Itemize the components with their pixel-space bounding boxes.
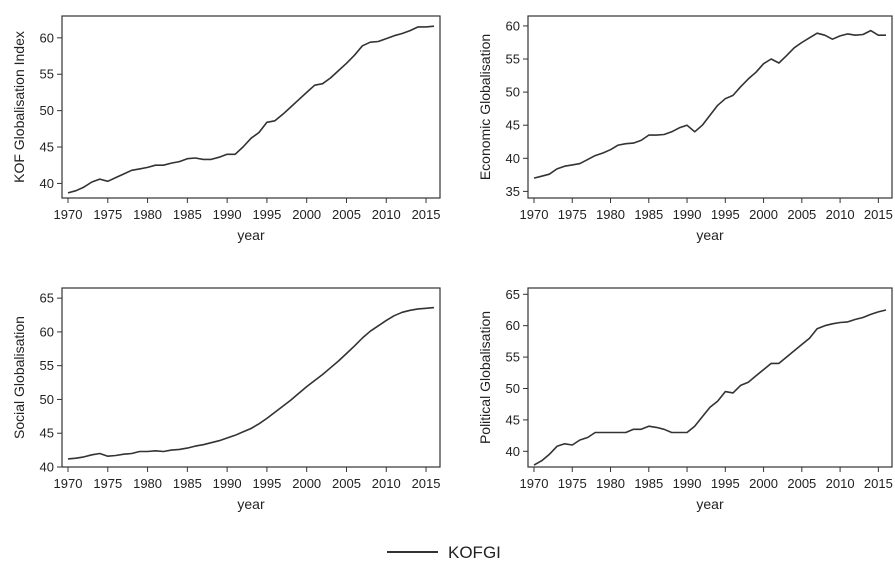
x-tick-label: 2000 <box>749 207 778 222</box>
y-tick-label: 60 <box>506 18 520 33</box>
series-line-kof-index <box>67 25 435 194</box>
x-tick-label: 1980 <box>133 207 162 222</box>
y-tick-label: 55 <box>506 52 520 67</box>
x-tick-label: 2015 <box>864 207 893 222</box>
panel-social: 1970 1975 1980 1985 1990 1995 2000 2005 2010 2015… <box>11 287 441 512</box>
x-tick-label: 2015 <box>864 476 893 491</box>
x-tick-label: 2000 <box>292 207 321 222</box>
x-tick-label: 2005 <box>787 207 816 222</box>
y-tick-label: 50 <box>40 392 54 407</box>
y-tick-label: 35 <box>506 184 520 199</box>
x-tick-label: 1980 <box>133 476 162 491</box>
x-axis-title: year <box>237 227 265 243</box>
x-tick-label: 2000 <box>749 476 778 491</box>
x-tick-label: 2010 <box>372 476 401 491</box>
x-tick-label: 2010 <box>372 207 401 222</box>
plot-frame <box>527 15 893 199</box>
x-tick-label: 1985 <box>634 207 663 222</box>
x-tick-label: 1975 <box>558 207 587 222</box>
x-tick-label: 1970 <box>520 207 549 222</box>
panel-kof-index: 1970 1975 1980 1985 1990 1995 2000 2005 2010 2015… <box>11 15 441 243</box>
series-line-economic <box>533 29 886 179</box>
x-tick-label: 1970 <box>54 476 83 491</box>
x-tick-label: 1975 <box>93 207 122 222</box>
plot-frame <box>61 15 441 199</box>
x-tick-label: 2010 <box>826 476 855 491</box>
x-tick-label: 2005 <box>332 207 361 222</box>
y-axis-title: Political Globalisation <box>477 311 493 444</box>
x-tick-label: 1985 <box>634 476 663 491</box>
x-tick-label: 1975 <box>93 476 122 491</box>
x-tick-label: 1995 <box>711 207 740 222</box>
y-axis-title: Social Globalisation <box>11 316 27 439</box>
y-tick-label: 60 <box>40 324 54 339</box>
x-tick-label: 1990 <box>213 207 242 222</box>
plot-frame <box>527 287 893 468</box>
y-axis-title: KOF Globalisation Index <box>11 31 27 183</box>
legend: KOFGI <box>387 543 501 562</box>
y-tick-label: 55 <box>40 67 54 82</box>
y-tick-label: 50 <box>40 103 54 118</box>
y-tick-label: 45 <box>40 426 54 441</box>
x-axis-title: year <box>696 496 724 512</box>
x-tick-label: 1995 <box>711 476 740 491</box>
x-tick-label: 2010 <box>826 207 855 222</box>
x-tick-label: 1995 <box>252 207 281 222</box>
y-tick-label: 45 <box>506 118 520 133</box>
x-tick-label: 1975 <box>558 476 587 491</box>
x-tick-label: 1995 <box>252 476 281 491</box>
x-tick-label: 2000 <box>292 476 321 491</box>
x-tick-label: 1980 <box>596 476 625 491</box>
y-tick-label: 60 <box>40 30 54 45</box>
x-tick-label: 2015 <box>412 207 441 222</box>
x-tick-label: 1985 <box>173 476 202 491</box>
y-tick-label: 55 <box>40 358 54 373</box>
y-tick-label: 60 <box>506 318 520 333</box>
y-tick-label: 65 <box>506 287 520 302</box>
x-tick-label: 2015 <box>412 476 441 491</box>
series-line-political <box>533 309 887 466</box>
y-tick-label: 50 <box>506 85 520 100</box>
x-axis-title: year <box>696 227 724 243</box>
x-axis-title: year <box>237 496 265 512</box>
panel-political: 1970 1975 1980 1985 1990 1995 2000 2005 2010 2015… <box>477 287 893 512</box>
x-tick-label: 1990 <box>213 476 242 491</box>
y-axis-title: Economic Globalisation <box>477 34 493 180</box>
x-tick-label: 1990 <box>673 476 702 491</box>
y-tick-label: 45 <box>506 412 520 427</box>
legend-label: KOFGI <box>448 543 501 562</box>
y-tick-label: 40 <box>40 460 54 475</box>
series-line-social <box>67 306 435 460</box>
y-tick-label: 40 <box>506 151 520 166</box>
y-tick-label: 65 <box>40 291 54 306</box>
x-tick-label: 1985 <box>173 207 202 222</box>
y-tick-label: 40 <box>506 444 520 459</box>
x-tick-label: 1980 <box>596 207 625 222</box>
x-tick-label: 1970 <box>520 476 549 491</box>
x-tick-label: 2005 <box>787 476 816 491</box>
panel-economic: 1970 1975 1980 1985 1990 1995 2000 2005 2010 2015… <box>477 15 893 243</box>
x-tick-label: 1970 <box>54 207 83 222</box>
plot-frame <box>61 287 441 468</box>
x-tick-label: 2005 <box>332 476 361 491</box>
y-tick-label: 50 <box>506 381 520 396</box>
x-tick-label: 1990 <box>673 207 702 222</box>
y-tick-label: 40 <box>40 176 54 191</box>
y-tick-label: 55 <box>506 350 520 365</box>
y-tick-label: 45 <box>40 140 54 155</box>
